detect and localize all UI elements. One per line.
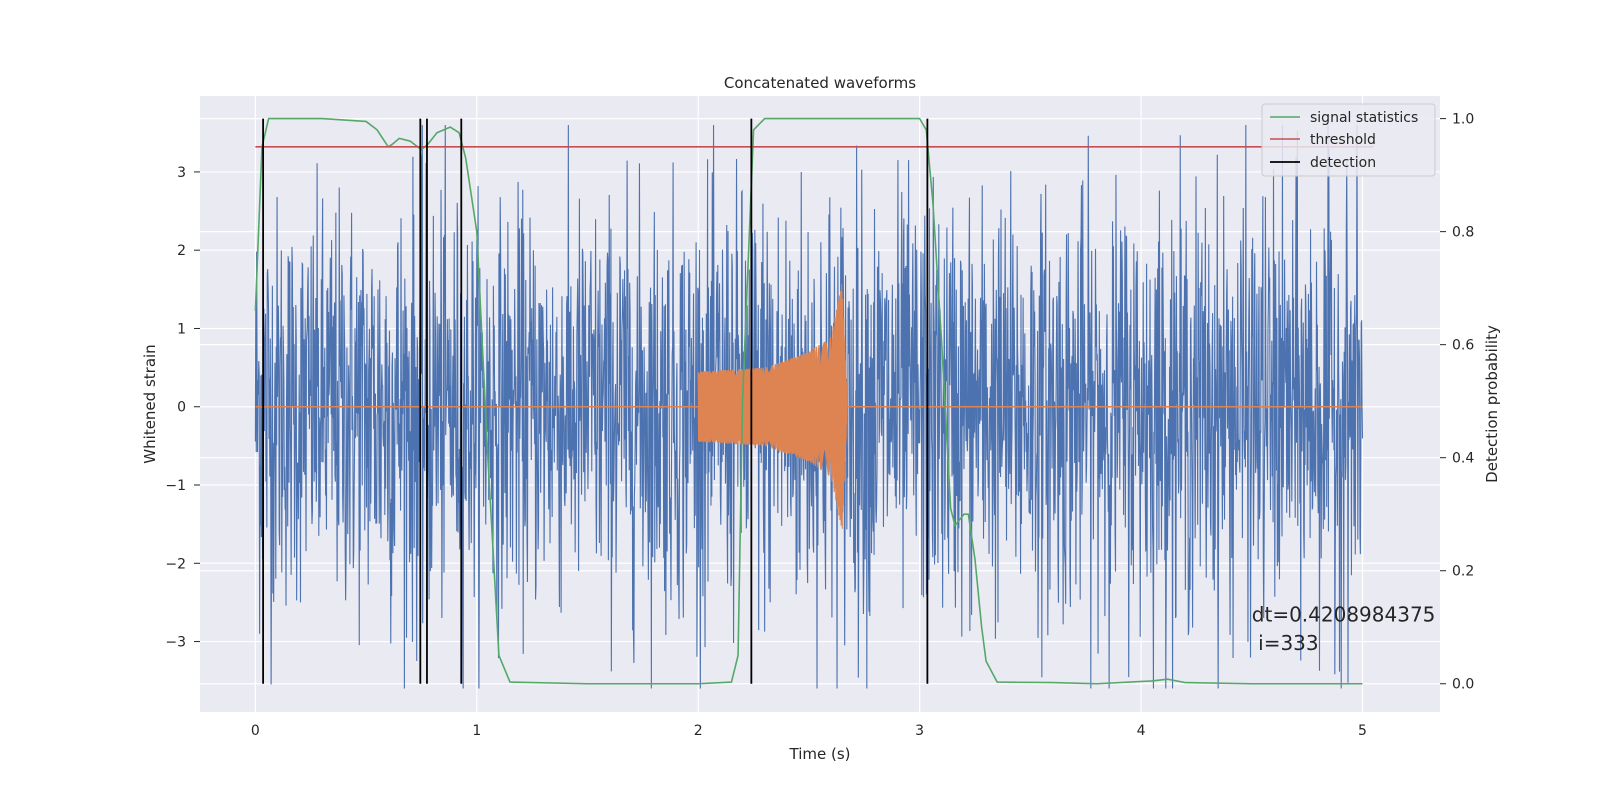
x-tick-label: 1 (472, 723, 481, 739)
x-tick-label: 0 (251, 723, 260, 739)
y-tick-label: 3 (177, 165, 186, 181)
x-axis-label: Time (s) (789, 745, 851, 763)
x-tick-label: 4 (1137, 723, 1146, 739)
y2-tick-label: 0.4 (1452, 451, 1474, 467)
series-layer (254, 117, 1374, 689)
y-tick-label: −1 (165, 478, 186, 494)
legend-label-detection: detection (1310, 155, 1376, 171)
y2-tick-label: 0.2 (1452, 564, 1474, 580)
y2-tick-label: 0.6 (1452, 338, 1474, 354)
y2-tick-label: 1.0 (1452, 112, 1474, 128)
ticks: 0 1 2 3 4 5 −3 −2 −1 0 1 2 3 0.0 0.2 0.4 0.6 0.8 1.0 (165, 112, 1474, 739)
x-tick-label: 2 (694, 723, 703, 739)
y2-tick-label: 0.0 (1452, 677, 1474, 693)
legend-box (1261, 103, 1436, 177)
y-tick-label: −2 (165, 556, 186, 572)
y-tick-label: 1 (177, 321, 186, 337)
legend-label-threshold: threshold (1310, 132, 1376, 148)
y-axis-label: Whitened strain (141, 344, 159, 463)
legend-label-signal-statistics: signal statistics (1310, 110, 1418, 126)
y2-tick-label: 0.8 (1452, 225, 1474, 241)
annotation-dt: dt=0.4208984375 (1252, 603, 1436, 627)
y-tick-label: −3 (165, 635, 186, 651)
series-template-chirp (697, 284, 848, 529)
x-tick-label: 3 (915, 723, 924, 739)
legend: signal statistics threshold detection (1261, 103, 1436, 177)
y-tick-label: 2 (177, 243, 186, 259)
y2-axis-label: Detection probability (1483, 325, 1501, 483)
chart-title: Concatenated waveforms (724, 74, 916, 92)
annotation-i: i=333 (1252, 631, 1319, 655)
x-tick-label: 5 (1358, 723, 1367, 739)
y-tick-label: 0 (177, 400, 186, 416)
